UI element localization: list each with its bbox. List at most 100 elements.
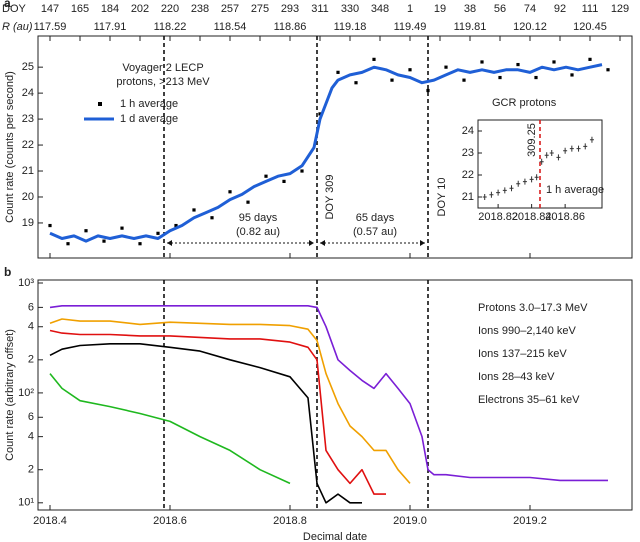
- inset-x-tick-label: 2018.82: [478, 211, 518, 223]
- annotation: DOY 10: [436, 178, 448, 217]
- point: [606, 68, 610, 72]
- doy-tick-label: 311: [311, 3, 329, 15]
- y-tick-label: 20: [22, 191, 34, 203]
- point: [336, 70, 340, 74]
- line: [49, 373, 291, 485]
- inset-point: [544, 152, 549, 159]
- point: [138, 242, 142, 246]
- inset-point: [583, 143, 588, 150]
- doy-tick-label: 348: [371, 3, 389, 15]
- point: [48, 223, 52, 228]
- panel-label: b: [4, 265, 11, 279]
- x-tick-label: 2019.0: [393, 515, 427, 527]
- r-tick-label: 118.86: [274, 21, 307, 33]
- inset-annotation: 1 h average: [546, 184, 604, 196]
- point: [318, 112, 322, 116]
- doy-tick-label: 184: [101, 3, 119, 15]
- annotation: Voyager 2 LECP: [122, 62, 203, 74]
- y-tick-label: 2: [28, 354, 34, 366]
- legend-label: Ions 28–43 keV: [478, 371, 555, 383]
- annotation: 65 days: [356, 212, 395, 224]
- legend-label: 1 h average: [120, 98, 178, 110]
- y-tick-label: 25: [22, 61, 34, 73]
- doy-tick-label: 129: [611, 3, 629, 15]
- point: [156, 231, 160, 235]
- inset-point: [489, 191, 494, 198]
- inset-point: [516, 180, 521, 187]
- inset-point: [529, 176, 534, 183]
- inset-point: [502, 187, 507, 194]
- point: [480, 60, 484, 64]
- doy-tick-label: 165: [71, 3, 89, 15]
- doy-tick-label: 92: [554, 3, 566, 15]
- r-tick-label: 117.91: [94, 21, 127, 33]
- x-tick-label: 2019.2: [513, 515, 547, 527]
- point: [372, 57, 376, 61]
- inset-point: [482, 194, 487, 200]
- inset-point: [509, 185, 514, 192]
- y-tick-label: 22: [22, 139, 34, 151]
- r-tick-label: 118.22: [154, 21, 187, 33]
- doy-tick-label: 238: [191, 3, 209, 15]
- legend-label: Ions 137–215 keV: [478, 348, 567, 360]
- inset-point: [522, 178, 527, 185]
- annotation: 95 days: [239, 212, 278, 224]
- inset-point: [534, 174, 539, 181]
- doy-tick-label: 56: [494, 3, 506, 15]
- inset-event-label: 309.25: [526, 123, 538, 157]
- r-tick-label: 118.54: [214, 21, 247, 33]
- doy-tick-label: 220: [161, 3, 179, 15]
- r-tick-label: 120.45: [573, 21, 607, 33]
- inset-point: [563, 147, 568, 154]
- point: [210, 216, 214, 220]
- y-tick-label: 23: [22, 113, 34, 125]
- annotation: (0.82 au): [236, 226, 280, 238]
- point: [570, 73, 574, 77]
- line: [49, 63, 603, 243]
- doy-axis-label: DOY: [2, 3, 27, 15]
- line: [49, 329, 386, 495]
- point: [354, 81, 358, 85]
- inset-point: [556, 154, 561, 161]
- point: [588, 57, 592, 61]
- r-tick-label: 119.81: [454, 21, 487, 33]
- inset-point: [549, 150, 554, 156]
- line: [49, 305, 608, 482]
- doy-tick-label: 330: [341, 3, 359, 15]
- point: [192, 208, 196, 212]
- doy-tick-label: 74: [524, 3, 536, 15]
- legend-label: 1 d average: [120, 113, 178, 125]
- y-tick-label: 6: [28, 301, 34, 313]
- y-tick-label: 6: [28, 411, 34, 423]
- inset-y-tick-label: 22: [462, 169, 474, 181]
- doy-tick-label: 275: [251, 3, 269, 15]
- legend-label: Ions 990–2,140 keV: [478, 325, 577, 337]
- point: [66, 242, 70, 246]
- point: [120, 226, 124, 230]
- doy-tick-label: 293: [281, 3, 299, 15]
- r-tick-label: 120.12: [513, 21, 547, 33]
- point: [282, 179, 286, 184]
- inset-x-tick-label: 2018.86: [545, 211, 585, 223]
- point: [264, 174, 268, 178]
- inset-point: [589, 136, 594, 143]
- doy-tick-label: 1: [407, 3, 413, 15]
- legend-label: Electrons 35–61 keV: [478, 394, 580, 406]
- annotation: DOY 309: [324, 174, 336, 219]
- inset-point: [576, 145, 581, 152]
- r-tick-label: 119.18: [334, 21, 367, 33]
- point: [516, 62, 520, 67]
- y-tick-label: 10³: [18, 277, 34, 289]
- x-tick-label: 2018.4: [33, 515, 67, 527]
- x-tick-label: 2018.8: [273, 515, 307, 527]
- doy-tick-label: 111: [582, 3, 599, 15]
- inset-y-tick-label: 24: [462, 125, 474, 137]
- legend-label: Protons 3.0–17.3 MeV: [478, 302, 588, 314]
- point: [84, 229, 88, 233]
- y-tick-label: 4: [28, 431, 34, 443]
- inset-point: [539, 158, 544, 165]
- point: [300, 169, 304, 173]
- panel-label: a: [4, 0, 11, 10]
- point: [174, 223, 178, 228]
